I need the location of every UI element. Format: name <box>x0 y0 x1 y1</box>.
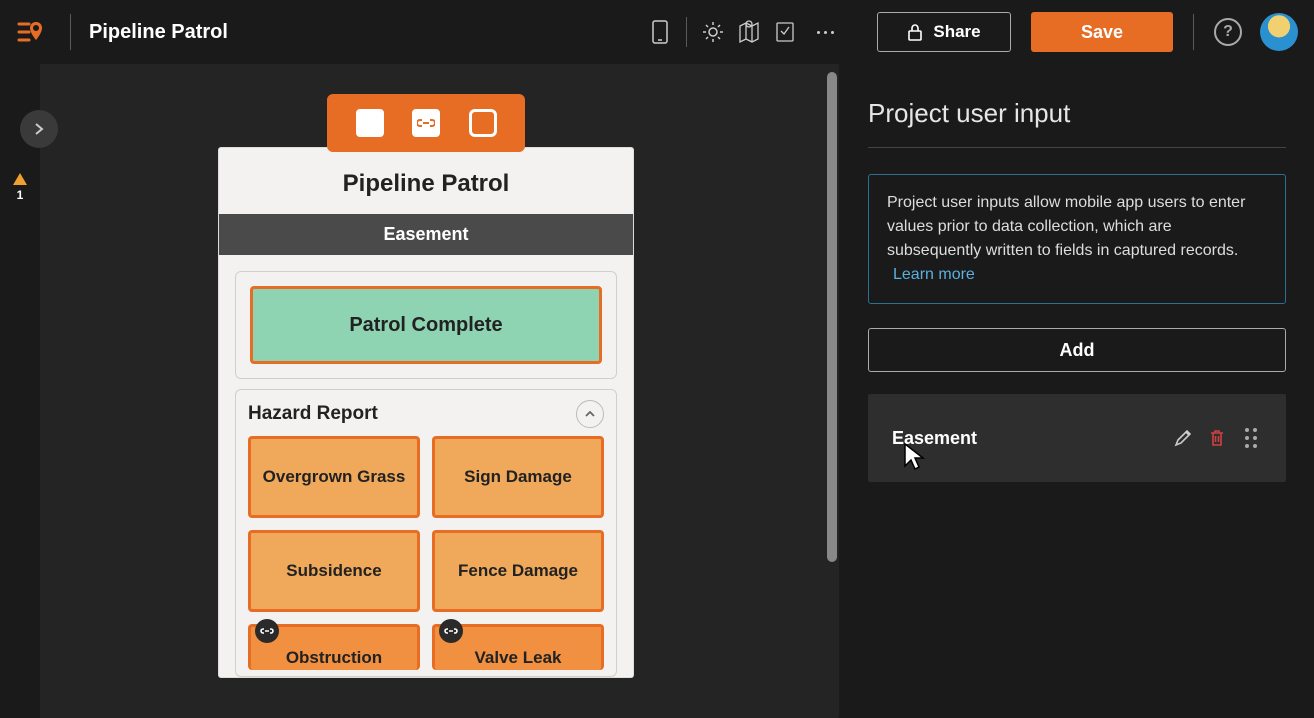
topbar-tool-icons <box>642 8 847 56</box>
design-canvas[interactable]: Pipeline Patrol Easement Patrol Complete… <box>40 64 839 718</box>
offline-map-icon[interactable] <box>731 8 767 56</box>
share-button[interactable]: Share <box>877 12 1011 52</box>
device-preview-icon[interactable] <box>642 8 678 56</box>
patrol-complete-button[interactable]: Patrol Complete <box>250 286 602 364</box>
divider <box>70 14 71 50</box>
hazard-button[interactable]: Fence Damage <box>432 530 604 612</box>
device-preview: Pipeline Patrol Easement Patrol Complete… <box>219 148 633 677</box>
layer-icon[interactable] <box>767 8 803 56</box>
hazard-label: Obstruction <box>286 648 382 668</box>
divider <box>1193 14 1194 50</box>
toolbar-button-type-icon[interactable] <box>356 109 384 137</box>
app-logo-icon[interactable] <box>16 18 44 46</box>
delete-input-button[interactable] <box>1200 428 1234 448</box>
chevron-up-icon <box>584 410 596 418</box>
divider <box>686 17 687 47</box>
section-title: Hazard Report <box>248 403 378 425</box>
user-input-label: Easement <box>892 428 1166 449</box>
drag-handle[interactable] <box>1234 428 1268 448</box>
hazard-button[interactable]: Obstruction <box>248 624 420 670</box>
share-label: Share <box>933 22 980 42</box>
info-callout: Project user inputs allow mobile app use… <box>868 174 1286 304</box>
hazard-label: Overgrown Grass <box>263 467 406 487</box>
hazard-button[interactable]: Subsidence <box>248 530 420 612</box>
edit-input-button[interactable] <box>1166 428 1200 448</box>
lock-icon <box>907 23 923 41</box>
warnings-indicator[interactable]: 1 <box>12 172 28 202</box>
hazard-button[interactable]: Valve Leak <box>432 624 604 670</box>
add-input-button[interactable]: Add <box>868 328 1286 372</box>
more-menu-icon[interactable] <box>803 8 847 56</box>
pencil-icon <box>1173 428 1193 448</box>
user-avatar[interactable] <box>1260 13 1298 51</box>
hazard-label: Sign Damage <box>464 467 572 487</box>
topbar: Pipeline Patrol Share Save ? <box>0 0 1314 64</box>
hazard-section: Hazard Report Overgrown Grass Sign Damage… <box>235 389 617 677</box>
hazard-label: Fence Damage <box>458 561 578 581</box>
info-text: Project user inputs allow mobile app use… <box>887 194 1245 259</box>
app-title: Pipeline Patrol <box>89 21 228 44</box>
hazard-label: Subsidence <box>286 561 381 581</box>
save-button[interactable]: Save <box>1031 12 1173 52</box>
user-input-row[interactable]: Easement <box>868 394 1286 482</box>
trash-icon <box>1208 428 1226 448</box>
preview-subheader[interactable]: Easement <box>219 214 633 255</box>
divider <box>868 147 1286 148</box>
primary-button-card: Patrol Complete <box>235 271 617 379</box>
hazard-button[interactable]: Overgrown Grass <box>248 436 420 518</box>
warnings-count: 1 <box>17 188 24 202</box>
collapse-section-button[interactable] <box>576 400 604 428</box>
link-badge-icon <box>439 619 463 643</box>
properties-panel: Project user input Project user inputs a… <box>839 64 1314 718</box>
hazard-label: Valve Leak <box>475 648 562 668</box>
warning-icon <box>12 172 28 186</box>
hazard-button[interactable]: Sign Damage <box>432 436 604 518</box>
settings-gear-icon[interactable] <box>695 8 731 56</box>
expand-sidebar-button[interactable] <box>20 110 58 148</box>
panel-title: Project user input <box>868 98 1286 129</box>
element-toolbar <box>327 94 525 152</box>
preview-header: Pipeline Patrol <box>219 148 633 214</box>
learn-more-link[interactable]: Learn more <box>893 266 975 283</box>
link-badge-icon <box>255 619 279 643</box>
toolbar-link-icon[interactable] <box>412 109 440 137</box>
help-button[interactable]: ? <box>1214 18 1242 46</box>
canvas-scrollbar[interactable] <box>827 72 837 562</box>
toolbar-container-icon[interactable] <box>469 109 497 137</box>
preview-title: Pipeline Patrol <box>219 170 633 198</box>
chevron-right-icon <box>33 122 45 136</box>
left-gutter: 1 <box>0 64 40 718</box>
